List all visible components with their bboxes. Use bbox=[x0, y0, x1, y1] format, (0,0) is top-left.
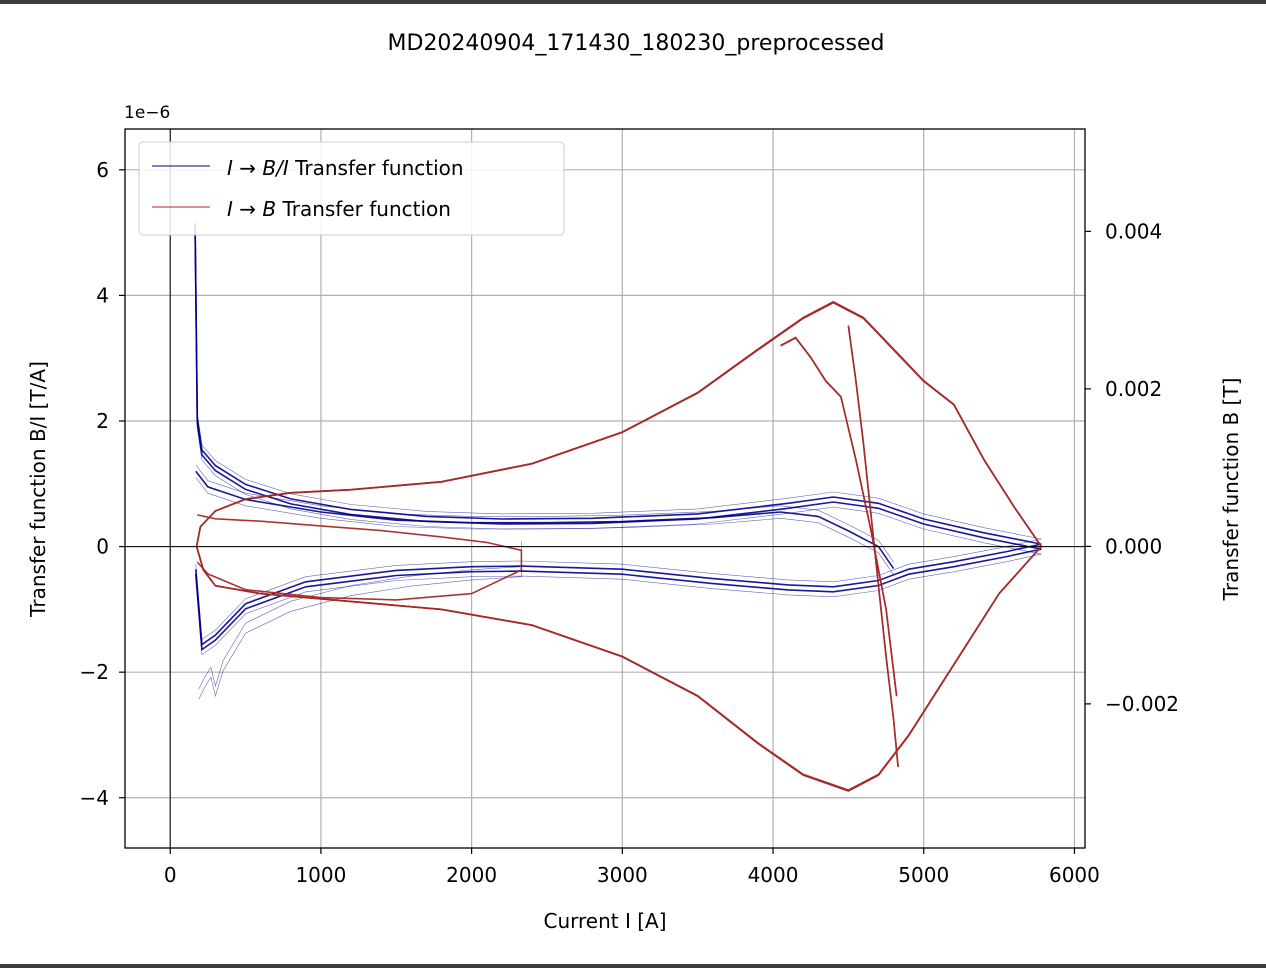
chart-title: MD20240904_171430_180230_preprocessed bbox=[388, 31, 885, 56]
series-line-b bbox=[197, 514, 522, 601]
y-tick-label: 6 bbox=[96, 158, 109, 182]
y-tick-label: 4 bbox=[96, 283, 109, 307]
y-offset-text: 1e−6 bbox=[124, 103, 170, 123]
zero-lines bbox=[125, 129, 1085, 848]
series-line-b bbox=[196, 301, 1042, 547]
series-line-bi bbox=[195, 477, 894, 575]
y2-tick-label: 0.000 bbox=[1105, 534, 1162, 558]
series-line-bi bbox=[194, 218, 1042, 540]
series-line-bi bbox=[195, 548, 1042, 652]
series-line-b bbox=[197, 514, 522, 601]
series-line-b bbox=[195, 545, 1042, 791]
y2-tick-label: 0.004 bbox=[1105, 219, 1162, 243]
series-line-bi bbox=[198, 551, 522, 700]
window-top-border bbox=[0, 0, 1266, 4]
series-line-bi bbox=[195, 543, 1042, 646]
legend-label-b-text: Transfer function bbox=[276, 197, 451, 221]
y-tick-label: 2 bbox=[96, 409, 109, 433]
series-line-bi bbox=[195, 464, 894, 563]
y-tick-label: −4 bbox=[80, 786, 109, 810]
series-line-bi bbox=[195, 553, 1042, 656]
y2-tick-label: 0.002 bbox=[1105, 377, 1162, 401]
series-line-bi bbox=[198, 541, 522, 690]
y-tick-label: −2 bbox=[80, 660, 109, 684]
series-line-bi bbox=[195, 470, 895, 570]
series-line-b bbox=[196, 546, 1042, 792]
axes-box bbox=[124, 128, 1086, 849]
series-line-b bbox=[195, 545, 1042, 792]
y-axis-right: −0.002 0.000 0.002 0.004 bbox=[1085, 219, 1179, 716]
x-tick-label: 6000 bbox=[1049, 863, 1100, 887]
legend: I → B/I Transfer function I → B Transfer… bbox=[138, 141, 565, 236]
series-layer bbox=[194, 218, 1042, 792]
x-tick-label: 2000 bbox=[446, 863, 497, 887]
x-tick-label: 3000 bbox=[597, 863, 648, 887]
series-line-bi bbox=[194, 223, 1042, 545]
grid-layer bbox=[125, 129, 1085, 848]
legend-label-bi: I → B/I Transfer function bbox=[227, 156, 464, 180]
y-axis-left: −4 −2 0 2 4 6 bbox=[80, 158, 125, 810]
series-line-bi bbox=[195, 538, 1042, 641]
series-line-b bbox=[780, 336, 898, 696]
x-axis-label: Current I [A] bbox=[543, 909, 666, 933]
x-tick-label: 5000 bbox=[898, 863, 949, 887]
legend-box bbox=[138, 141, 565, 236]
series-line-b bbox=[196, 514, 523, 601]
legend-label-bi-math: I → B/I bbox=[227, 156, 289, 180]
legend-label-bi-text: Transfer function bbox=[289, 156, 464, 180]
series-line-b bbox=[780, 336, 898, 697]
y-axis-label: Transfer function B/I [T/A] bbox=[26, 361, 50, 618]
x-axis: 0 1000 2000 3000 4000 5000 6000 bbox=[164, 848, 1100, 887]
x-tick-label: 1000 bbox=[295, 863, 346, 887]
series-line-bi bbox=[194, 228, 1042, 550]
series-line-b bbox=[195, 545, 1042, 792]
series-line-b bbox=[196, 546, 1042, 790]
legend-label-b: I → B Transfer function bbox=[227, 197, 451, 221]
y2-axis-label: Transfer function B [T] bbox=[1219, 378, 1243, 602]
x-tick-label: 0 bbox=[164, 863, 177, 887]
legend-label-b-math: I → B bbox=[227, 197, 276, 221]
y-tick-label: 0 bbox=[96, 535, 109, 559]
series-line-b bbox=[780, 337, 897, 696]
y2-tick-label: −0.002 bbox=[1105, 692, 1179, 716]
window-bottom-border bbox=[0, 964, 1266, 968]
series-line-b bbox=[848, 325, 899, 768]
x-tick-label: 4000 bbox=[748, 863, 799, 887]
series-line-b bbox=[780, 336, 897, 697]
